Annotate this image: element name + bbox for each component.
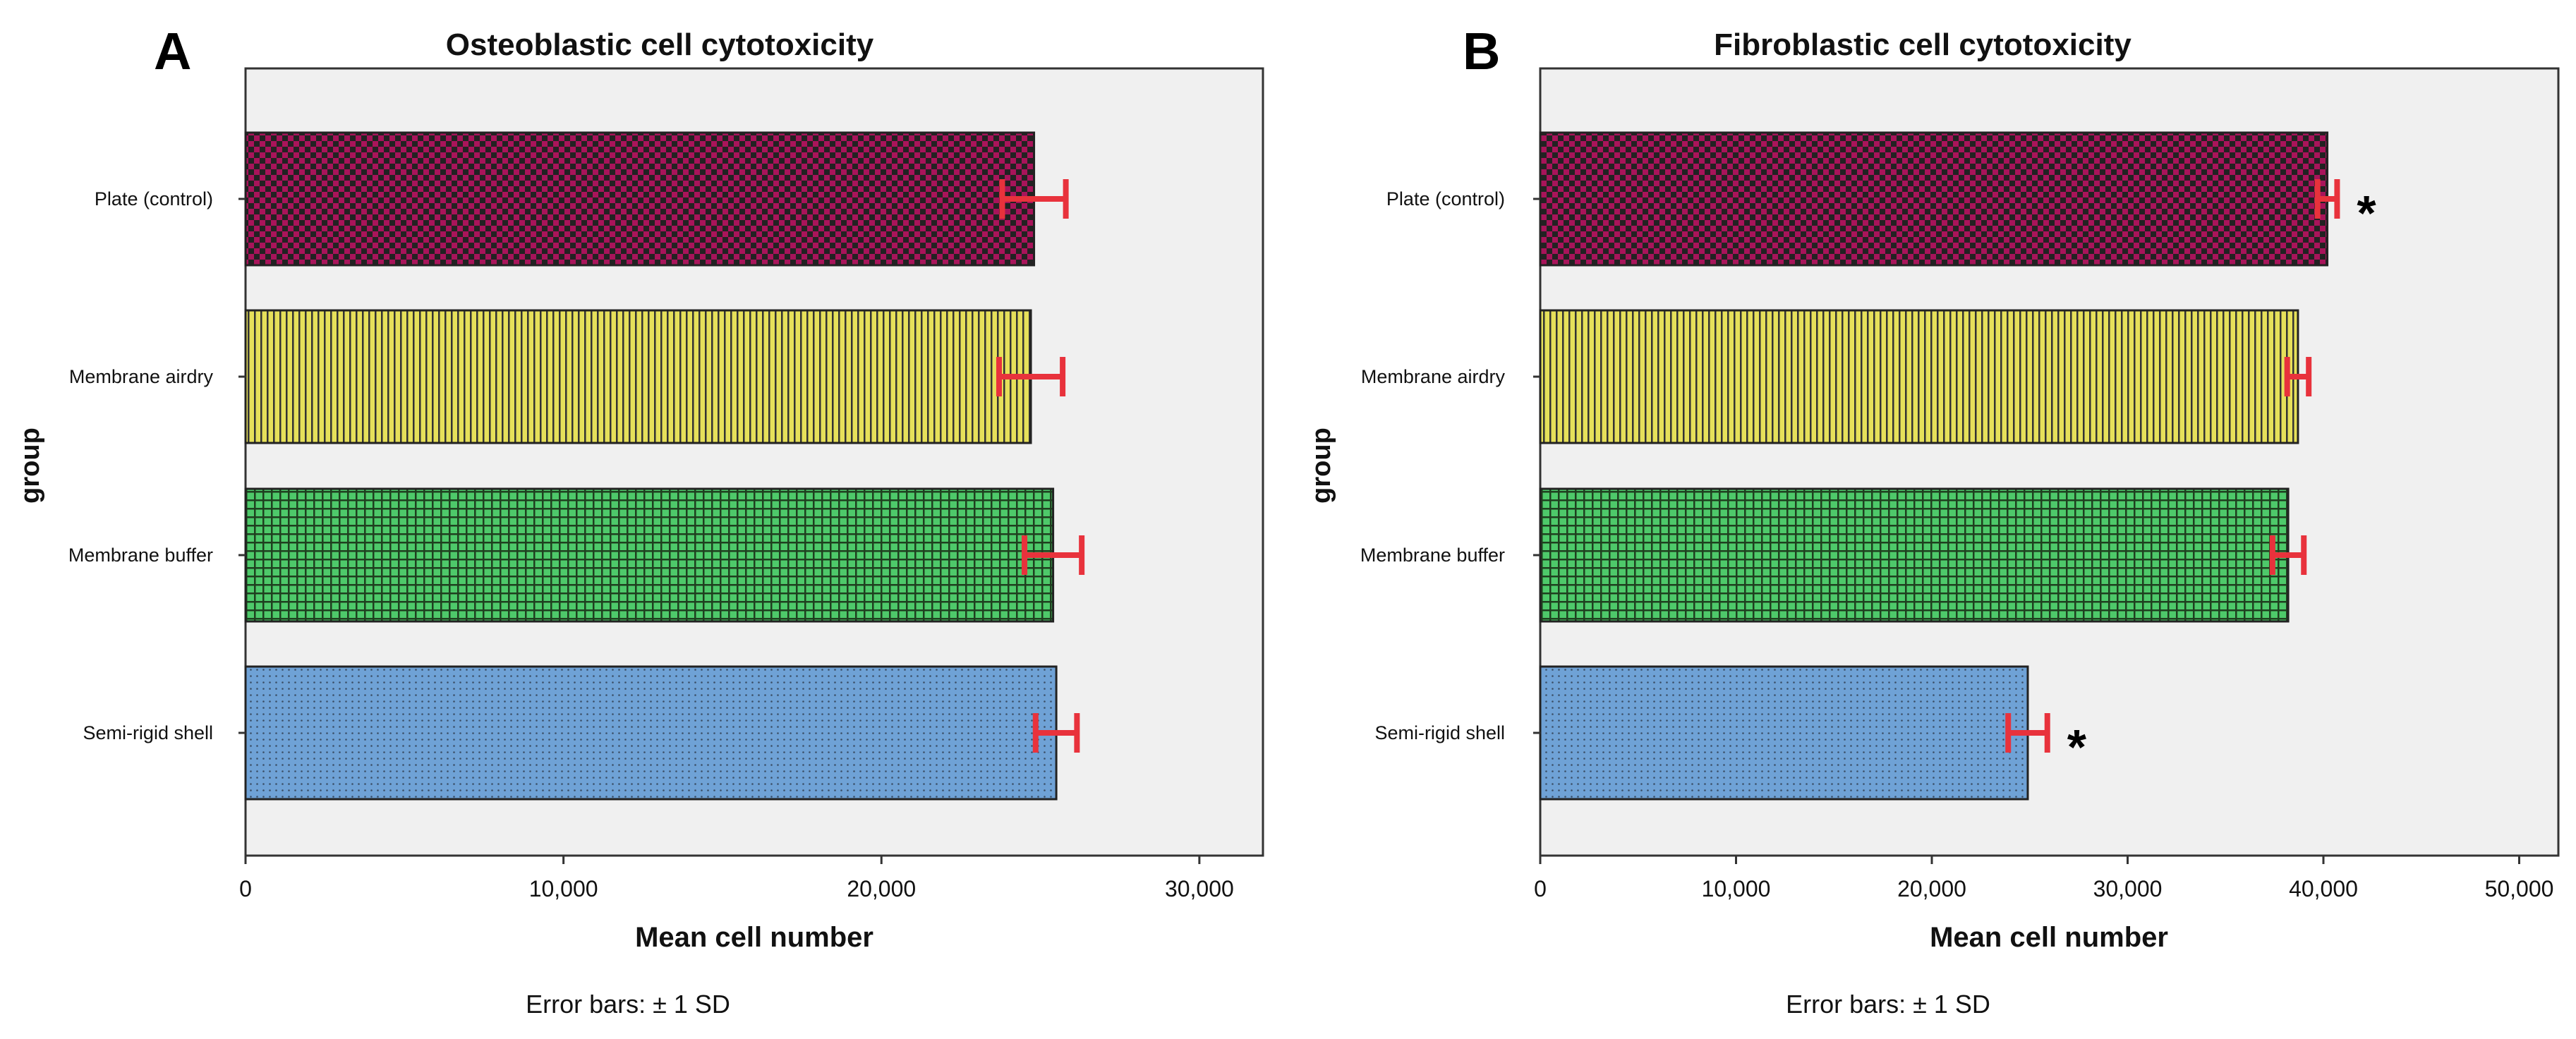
category-label: Membrane airdry — [69, 366, 214, 387]
category-label: Semi-rigid shell — [83, 722, 213, 743]
error-bars-note: Error bars: ± 1 SD — [526, 990, 730, 1019]
category-label: Membrane buffer — [68, 545, 213, 566]
category-label: Membrane buffer — [1360, 545, 1505, 566]
error-bar — [2314, 179, 2340, 219]
error-bar — [1032, 713, 1080, 753]
error-bars-note: Error bars: ± 1 SD — [1786, 990, 1990, 1019]
x-tick-label: 10,000 — [1702, 876, 1771, 901]
x-tick-label: 50,000 — [2485, 876, 2554, 901]
x-axis-label: Mean cell number — [635, 922, 873, 953]
x-tick-label: 20,000 — [847, 876, 916, 901]
category-label: Semi-rigid shell — [1374, 722, 1505, 743]
x-tick-label: 10,000 — [529, 876, 598, 901]
significance-marker: * — [2357, 186, 2376, 241]
chart-title: Osteoblastic cell cytotoxicity — [446, 28, 874, 62]
error-bar — [996, 357, 1066, 396]
x-tick-label: 0 — [1534, 876, 1547, 901]
error-bar — [999, 179, 1069, 219]
x-tick-label: 30,000 — [1165, 876, 1234, 901]
chart-title: Fibroblastic cell cytotoxicity — [1714, 28, 2131, 62]
bar-1 — [244, 131, 1036, 267]
bar-4 — [1539, 665, 2029, 801]
category-label: Plate (control) — [1386, 188, 1505, 209]
y-axis-label: group — [1307, 427, 1336, 504]
bar-2 — [1539, 309, 2299, 444]
bar-3 — [244, 487, 1055, 623]
error-bar — [2284, 357, 2312, 396]
panel-a: A Osteoblastic cell cytotoxicity Plate (co… — [16, 22, 1264, 1019]
bar-1 — [1539, 131, 2329, 267]
panel-letter: B — [1463, 22, 1500, 80]
x-axis-label: Mean cell number — [1930, 922, 2168, 953]
category-label: Membrane airdry — [1361, 366, 1506, 387]
error-bar — [2269, 535, 2307, 575]
y-axis-label: group — [16, 427, 45, 504]
bar-2 — [244, 309, 1032, 444]
bar-3 — [1539, 487, 2290, 623]
bar-4 — [244, 665, 1058, 801]
panel-letter: A — [154, 22, 191, 80]
x-tick-label: 20,000 — [1897, 876, 1966, 901]
x-tick-label: 0 — [239, 876, 252, 901]
x-tick-label: 30,000 — [2093, 876, 2163, 901]
significance-marker: * — [2067, 719, 2087, 774]
error-bar — [2005, 713, 2050, 753]
category-label: Plate (control) — [95, 188, 213, 209]
panel-b: B Fibroblastic cell cytotoxicity Plate (co… — [1307, 22, 2560, 1019]
x-tick-label: 40,000 — [2289, 876, 2358, 901]
error-bar — [1022, 535, 1085, 575]
